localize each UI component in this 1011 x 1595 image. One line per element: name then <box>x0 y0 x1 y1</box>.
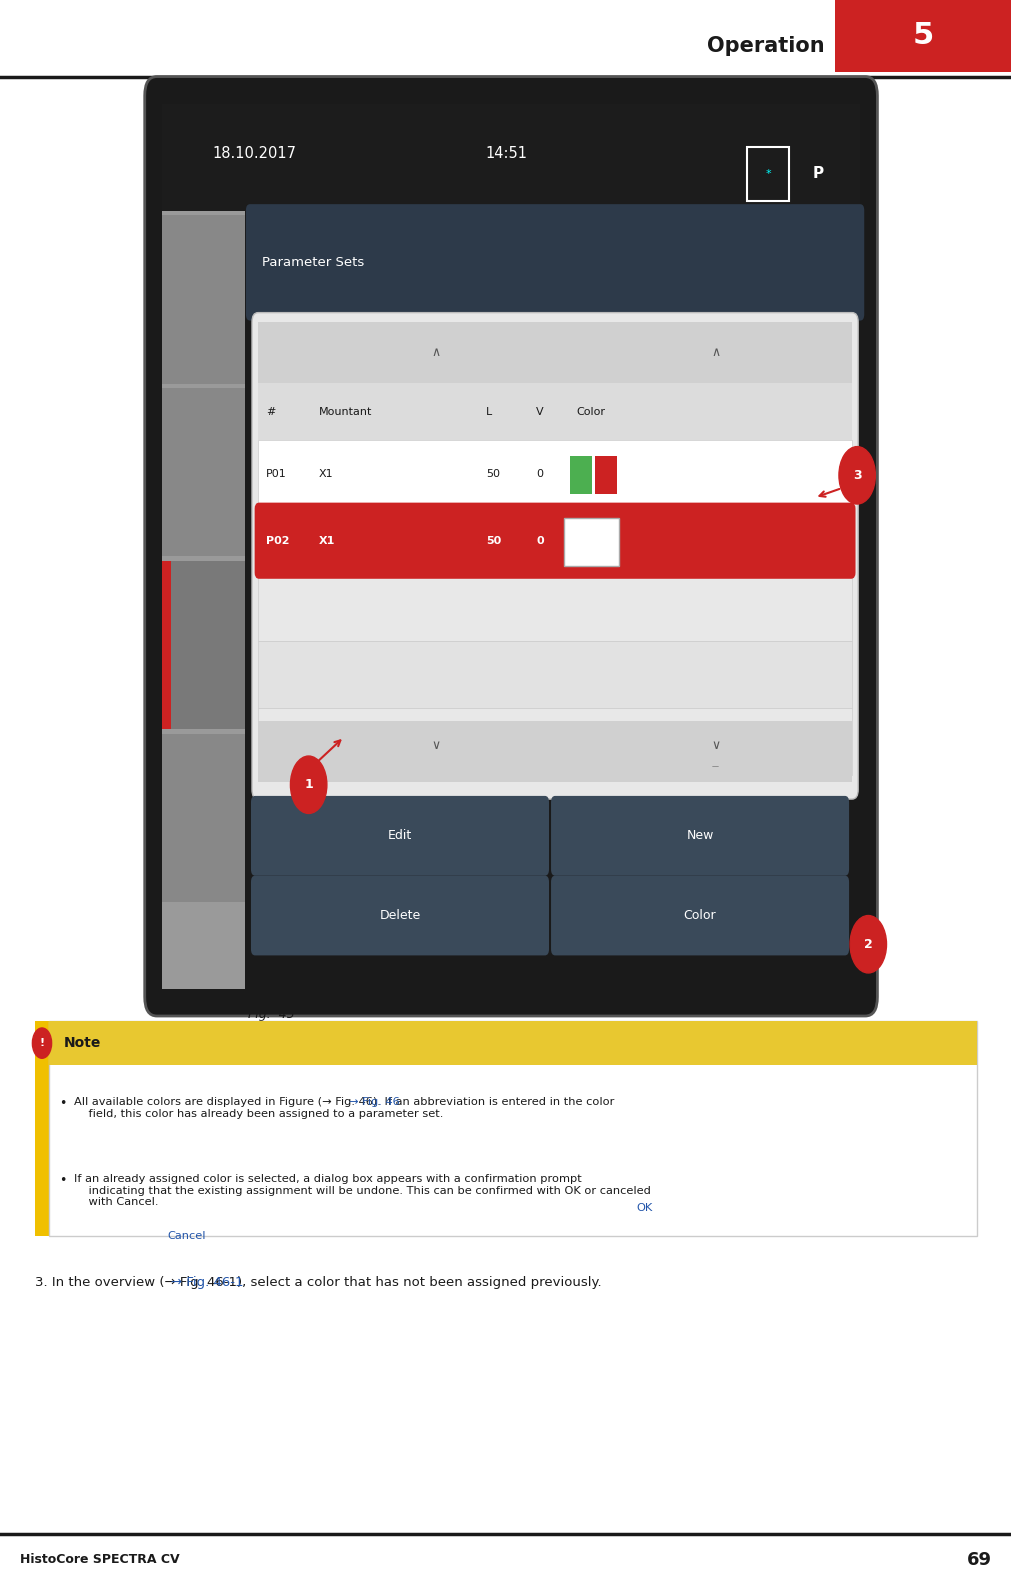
Text: Edit: Edit <box>387 829 411 842</box>
FancyBboxPatch shape <box>834 0 1011 72</box>
Text: X1: X1 <box>318 469 333 478</box>
FancyBboxPatch shape <box>145 77 877 1016</box>
Text: 50: 50 <box>485 469 499 478</box>
Text: !: ! <box>39 1038 44 1048</box>
FancyBboxPatch shape <box>49 1021 976 1065</box>
Text: Delete: Delete <box>379 909 421 922</box>
FancyBboxPatch shape <box>258 322 851 383</box>
FancyBboxPatch shape <box>162 215 245 383</box>
FancyBboxPatch shape <box>162 561 245 729</box>
FancyBboxPatch shape <box>258 383 851 440</box>
Text: Parameter Sets: Parameter Sets <box>262 255 364 270</box>
FancyBboxPatch shape <box>258 708 851 775</box>
FancyBboxPatch shape <box>251 796 548 876</box>
Text: L: L <box>485 407 491 416</box>
Text: 3: 3 <box>852 469 860 482</box>
Text: V: V <box>536 407 544 416</box>
Circle shape <box>32 1027 52 1059</box>
Text: ∨: ∨ <box>710 738 719 751</box>
Text: Color: Color <box>576 407 606 416</box>
Text: 0: 0 <box>536 536 544 545</box>
FancyBboxPatch shape <box>35 1021 49 1236</box>
FancyBboxPatch shape <box>258 721 851 782</box>
Text: Operation: Operation <box>707 37 824 56</box>
FancyBboxPatch shape <box>569 456 591 494</box>
Text: X1: X1 <box>318 536 335 545</box>
Text: OK: OK <box>636 1203 652 1212</box>
Text: 1: 1 <box>304 778 312 791</box>
FancyBboxPatch shape <box>162 211 245 989</box>
Text: → Fig. 46: → Fig. 46 <box>349 1097 399 1107</box>
Text: 69: 69 <box>966 1550 991 1569</box>
Text: If an already assigned color is selected, a dialog box appears with a confirmati: If an already assigned color is selected… <box>74 1174 650 1207</box>
FancyBboxPatch shape <box>251 876 548 955</box>
Text: Color: Color <box>683 909 716 922</box>
FancyBboxPatch shape <box>162 734 245 903</box>
Text: ∨: ∨ <box>432 738 441 751</box>
FancyBboxPatch shape <box>162 561 171 729</box>
FancyBboxPatch shape <box>256 504 853 577</box>
Text: 50: 50 <box>485 536 500 545</box>
FancyBboxPatch shape <box>162 104 859 211</box>
Text: 14:51: 14:51 <box>484 145 527 161</box>
Text: P: P <box>812 166 822 182</box>
Text: Fig.  45: Fig. 45 <box>248 1008 294 1021</box>
FancyBboxPatch shape <box>162 388 245 557</box>
FancyBboxPatch shape <box>550 796 848 876</box>
Text: Note: Note <box>64 1037 101 1050</box>
FancyBboxPatch shape <box>246 204 863 321</box>
Text: 5: 5 <box>912 21 932 49</box>
Text: → Fig. 46-1: → Fig. 46-1 <box>171 1276 244 1289</box>
Text: All available colors are displayed in Figure (→ Fig. 46). If an abbreviation is : All available colors are displayed in Fi… <box>74 1097 614 1120</box>
Text: 3. In the overview (→ Fig. 46-1), select a color that has not been assigned prev: 3. In the overview (→ Fig. 46-1), select… <box>35 1276 602 1289</box>
FancyBboxPatch shape <box>550 876 848 955</box>
Text: •: • <box>59 1097 66 1110</box>
Text: —: — <box>712 764 718 769</box>
Text: New: New <box>685 829 713 842</box>
Text: P01: P01 <box>266 469 287 478</box>
Text: #: # <box>266 407 275 416</box>
Text: •: • <box>59 1174 66 1187</box>
Text: Mountant: Mountant <box>318 407 372 416</box>
Circle shape <box>838 447 875 504</box>
Text: 0: 0 <box>536 469 543 478</box>
Text: *: * <box>764 169 770 179</box>
FancyBboxPatch shape <box>252 313 857 799</box>
FancyBboxPatch shape <box>746 147 789 201</box>
FancyBboxPatch shape <box>563 518 619 566</box>
FancyBboxPatch shape <box>258 507 851 574</box>
FancyBboxPatch shape <box>594 456 617 494</box>
FancyBboxPatch shape <box>258 641 851 708</box>
Circle shape <box>290 756 327 813</box>
FancyBboxPatch shape <box>258 574 851 641</box>
Circle shape <box>849 916 886 973</box>
Text: HistoCore SPECTRA CV: HistoCore SPECTRA CV <box>20 1554 180 1566</box>
Text: P02: P02 <box>266 536 289 545</box>
Text: ∧: ∧ <box>432 346 441 359</box>
Text: ∧: ∧ <box>710 346 719 359</box>
FancyBboxPatch shape <box>258 440 851 507</box>
Text: Cancel: Cancel <box>167 1231 205 1241</box>
Text: 18.10.2017: 18.10.2017 <box>212 145 296 161</box>
FancyBboxPatch shape <box>49 1021 976 1236</box>
Text: 2: 2 <box>863 938 871 951</box>
